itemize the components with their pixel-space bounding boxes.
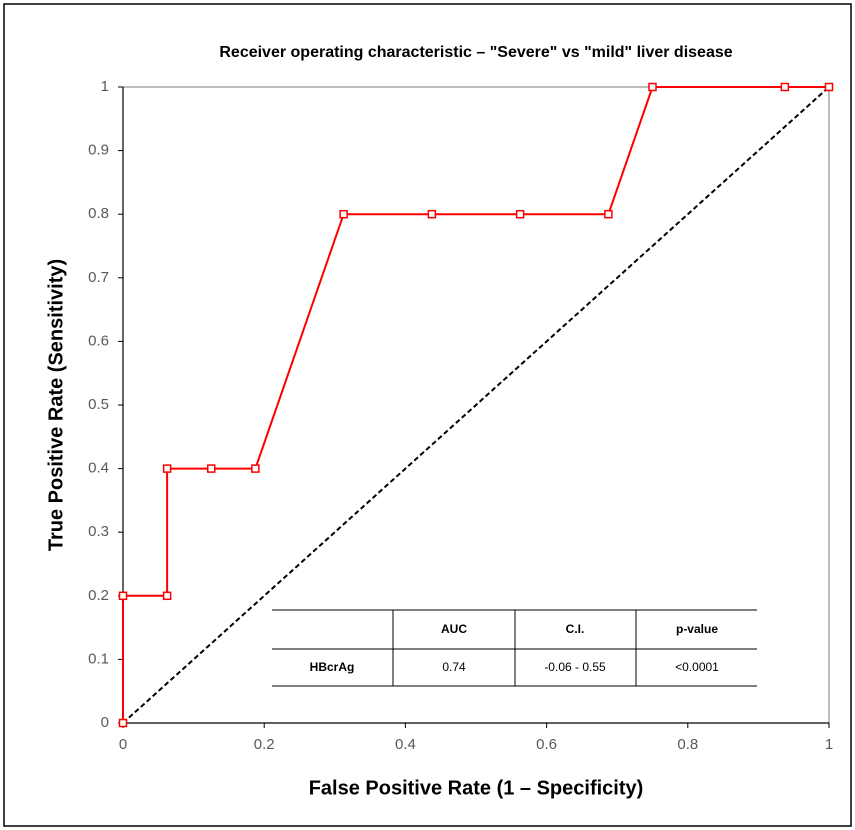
y-tick-label: 0.6 bbox=[88, 332, 109, 349]
point-marker bbox=[780, 82, 790, 92]
table-row-label: HBcrAg bbox=[310, 660, 355, 674]
x-axis-label: False Positive Rate (1 – Specificity) bbox=[309, 777, 644, 799]
y-tick-label: 0.4 bbox=[88, 460, 109, 477]
chart-title: Receiver operating characteristic – "Sev… bbox=[219, 44, 732, 61]
y-tick-label: 0.7 bbox=[88, 269, 109, 286]
point-marker bbox=[824, 82, 834, 92]
y-tick-label: 0.2 bbox=[88, 587, 109, 604]
x-tick-label: 1 bbox=[825, 736, 833, 753]
reference-diagonal bbox=[122, 86, 830, 724]
x-tick-label: 0.8 bbox=[677, 736, 698, 753]
point-marker bbox=[339, 209, 348, 219]
x-tick-label: 0.4 bbox=[395, 736, 416, 753]
point-marker bbox=[207, 464, 216, 473]
frame bbox=[3, 3, 852, 827]
point-marker bbox=[515, 209, 525, 219]
y-tick-label: 0.3 bbox=[88, 523, 109, 540]
point-marker bbox=[118, 718, 128, 728]
table-cell: 0.74 bbox=[442, 660, 466, 674]
y-tick-label: 1 bbox=[101, 78, 109, 95]
point-marker bbox=[604, 209, 613, 219]
point-marker bbox=[162, 591, 172, 601]
point-marker bbox=[648, 82, 657, 92]
y-tick-label: 0.8 bbox=[88, 205, 109, 222]
y-tick-label: 0.9 bbox=[88, 142, 109, 159]
table-cell: <0.0001 bbox=[675, 660, 719, 674]
y-tick-label: 0 bbox=[101, 714, 109, 731]
x-tick-label: 0.6 bbox=[536, 736, 557, 753]
x-tick-label: 0.2 bbox=[254, 736, 275, 753]
y-tick-label: 0.1 bbox=[88, 650, 109, 667]
point-marker bbox=[162, 464, 172, 473]
table-header: p-value bbox=[676, 622, 718, 636]
point-marker bbox=[251, 464, 260, 473]
table-header: C.I. bbox=[566, 622, 585, 636]
y-axis-label: True Positive Rate (Sensitivity) bbox=[45, 259, 67, 551]
table-cell: -0.06 - 0.55 bbox=[544, 660, 606, 674]
point-marker bbox=[427, 209, 437, 219]
x-tick-label: 0 bbox=[119, 736, 127, 753]
table-header: AUC bbox=[441, 622, 467, 636]
point-marker bbox=[118, 591, 128, 601]
stats-table: AUC C.I. p-value HBcrAg 0.74 -0.06 - 0.5… bbox=[272, 609, 757, 687]
y-tick-label: 0.5 bbox=[88, 396, 109, 413]
